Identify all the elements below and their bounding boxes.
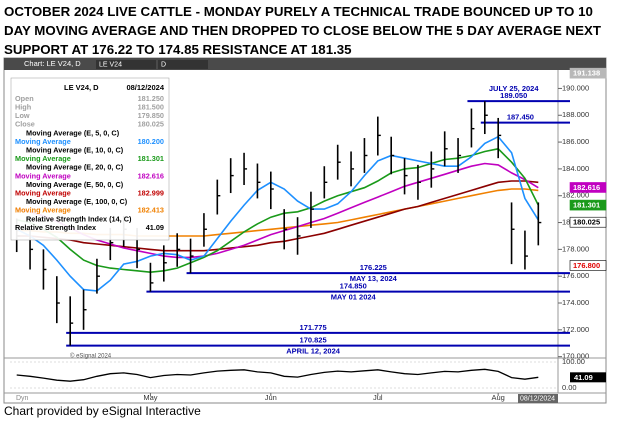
legend-row-name: Low bbox=[15, 111, 30, 120]
x-tick-label: May bbox=[143, 393, 157, 402]
y-tick-label: 174.000 bbox=[562, 298, 589, 307]
y-tick-label: 186.000 bbox=[562, 137, 589, 146]
legend-row-name: Moving Average (E, 10, 0, C) bbox=[26, 146, 124, 155]
last-date: 08/12/2024 bbox=[520, 395, 555, 402]
moving-average-line bbox=[16, 147, 540, 274]
legend-row-value: 182.413 bbox=[138, 206, 164, 215]
level-label: 170.825 bbox=[300, 336, 327, 345]
level-label: 176.225 bbox=[360, 263, 387, 272]
legend-row-name: Close bbox=[15, 120, 35, 129]
y-tick-label: 182.000 bbox=[562, 191, 589, 200]
rsi-marker-label: 41.09 bbox=[574, 373, 593, 382]
price-marker bbox=[569, 216, 607, 228]
legend-row-name: High bbox=[15, 103, 31, 112]
x-tick-label: Jun bbox=[265, 393, 277, 402]
legend-row-name: Moving Average (E, 20, 0, C) bbox=[26, 163, 124, 172]
y-tick-label: 176.000 bbox=[562, 271, 589, 280]
legend-row-value: 182.999 bbox=[138, 189, 164, 198]
level-date: MAY 01 2024 bbox=[331, 293, 377, 302]
legend-row-name: Moving Average bbox=[15, 189, 71, 198]
legend-row-name: Moving Average (E, 50, 0, C) bbox=[26, 180, 124, 189]
toolbar-title: Chart: LE V24, D bbox=[24, 59, 81, 68]
rsi-tick-label: 0.00 bbox=[562, 383, 577, 392]
legend-row-name: Open bbox=[15, 94, 34, 103]
level-date: MAY 13, 2024 bbox=[350, 274, 398, 283]
legend-row-name: Moving Average (E, 5, 0, C) bbox=[26, 128, 120, 137]
rsi-tick-label: 100.00 bbox=[562, 357, 585, 366]
price-marker-label: 191.138 bbox=[573, 69, 600, 78]
legend-row-name: Moving Average bbox=[15, 154, 71, 163]
y-tick-label: 172.000 bbox=[562, 325, 589, 334]
price-marker-label: 182.616 bbox=[573, 183, 600, 192]
level-label: 187.450 bbox=[507, 113, 534, 122]
toolbar bbox=[4, 58, 606, 70]
price-marker bbox=[569, 182, 607, 193]
legend-row-value: 41.09 bbox=[146, 223, 164, 232]
price-marker-label: 176.800 bbox=[573, 261, 600, 270]
legend-row-name: Relative Strength Index bbox=[15, 223, 96, 232]
legend-row-name: Moving Average bbox=[15, 137, 71, 146]
chart: Chart: LE V24, D LE V24 D 170.000 172.000… bbox=[3, 57, 607, 404]
y-tick-label: 184.000 bbox=[562, 164, 589, 173]
x-tick-label: Aug bbox=[492, 393, 505, 402]
x-tick-label: Jul bbox=[373, 393, 383, 402]
legend-row-value: 180.025 bbox=[138, 120, 164, 129]
legend-row-value: 181.301 bbox=[138, 154, 164, 163]
level-date: APRIL 12, 2024 bbox=[286, 347, 340, 356]
legend-row-name: Moving Average bbox=[15, 206, 71, 215]
date-box bbox=[518, 394, 558, 403]
y-tick-label: 170.000 bbox=[562, 352, 589, 361]
legend-row-name: Moving Average bbox=[15, 171, 71, 180]
y-tick-label: 190.000 bbox=[562, 83, 589, 92]
legend-row-name: Relative Strength Index (14, C) bbox=[26, 214, 132, 223]
y-tick-label: 188.000 bbox=[562, 110, 589, 119]
legend-row-value: 182.616 bbox=[138, 171, 164, 180]
price-marker-label: 181.301 bbox=[573, 201, 600, 210]
level-label: 174.850 bbox=[340, 282, 367, 291]
toolbar-interval[interactable]: D bbox=[161, 61, 166, 68]
price-marker bbox=[569, 260, 607, 271]
interval-box[interactable] bbox=[158, 60, 208, 69]
moving-average-line bbox=[16, 162, 539, 259]
legend-row-value: 179.850 bbox=[138, 111, 164, 120]
legend-title: LE V24, D bbox=[64, 83, 99, 92]
price-marker bbox=[569, 67, 607, 79]
legend-row-name: Moving Average (E, 100, 0, C) bbox=[26, 197, 128, 206]
rsi-line bbox=[16, 368, 539, 382]
legend-row-value: 181.500 bbox=[138, 103, 164, 112]
symbol-box[interactable] bbox=[96, 60, 156, 69]
legend-box bbox=[10, 77, 170, 241]
footer: Chart provided by eSignal Interactive bbox=[4, 404, 201, 418]
rsi-marker bbox=[570, 372, 606, 383]
legend-date: 08/12/2024 bbox=[126, 83, 164, 92]
moving-average-line bbox=[16, 180, 539, 252]
header-title: OCTOBER 2024 LIVE CATTLE - MONDAY PURELY… bbox=[4, 4, 601, 57]
source-label: © eSignal 2024 bbox=[70, 353, 112, 360]
toolbar-symbol[interactable]: LE V24 bbox=[99, 61, 122, 68]
legend-row-value: 181.250 bbox=[138, 94, 164, 103]
price-marker bbox=[569, 199, 607, 211]
moving-average-line bbox=[16, 135, 539, 292]
level-label: 189.050 bbox=[500, 91, 527, 100]
level-label: 171.775 bbox=[300, 323, 327, 332]
legend: LE V24, D 08/12/2024 Open 181.250 High 181.50… bbox=[10, 77, 170, 241]
legend-row-value: 180.200 bbox=[138, 137, 164, 146]
dyn-label: Dyn bbox=[16, 395, 29, 402]
y-tick-label: 178.000 bbox=[562, 244, 589, 253]
level-date: JULY 25, 2024 bbox=[489, 84, 539, 93]
price-marker-label: 180.025 bbox=[573, 218, 600, 227]
